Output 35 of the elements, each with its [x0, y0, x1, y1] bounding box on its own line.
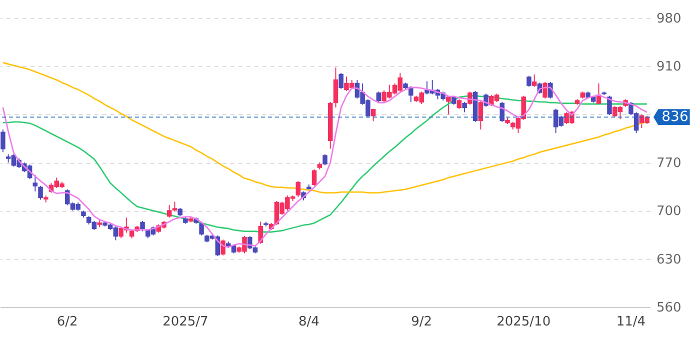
candlestick	[258, 221, 263, 244]
candlestick	[376, 91, 382, 102]
x-tick-label: 11/4	[616, 314, 646, 330]
candlestick	[370, 108, 376, 122]
candlestick	[199, 222, 204, 236]
x-tick-label: 6/2	[56, 314, 78, 330]
candlestick	[607, 95, 612, 116]
x-tick-label: 2025/7	[162, 314, 208, 330]
y-tick-label: 700	[656, 204, 682, 220]
candlestick	[333, 67, 338, 108]
candlestick	[338, 72, 344, 90]
candlestick	[312, 168, 317, 186]
x-tick-label: 2025/10	[496, 314, 551, 330]
y-tick-label: 770	[656, 156, 682, 171]
candlestick	[38, 185, 43, 200]
ref-line-label: 836	[662, 109, 688, 126]
candlestick	[322, 154, 328, 166]
candlestick	[468, 91, 472, 106]
candlestick	[32, 174, 38, 192]
candlestick	[140, 220, 145, 232]
candlestick	[542, 81, 548, 100]
candlestick	[446, 95, 451, 115]
candlestick	[478, 100, 484, 130]
candlestick	[456, 98, 462, 110]
candlestick	[296, 180, 301, 198]
y-tick-label: 910	[656, 60, 682, 75]
candlestick	[0, 128, 6, 153]
candlestick	[462, 101, 467, 113]
y-tick-label: 980	[656, 12, 682, 26]
x-tick-label: 8/4	[298, 314, 320, 330]
y-tick-label: 630	[656, 252, 682, 268]
x-tick-label: 9/2	[411, 314, 432, 330]
candlestick	[532, 74, 537, 88]
y-tick-label: 560	[656, 300, 682, 316]
candlestick	[526, 75, 532, 88]
